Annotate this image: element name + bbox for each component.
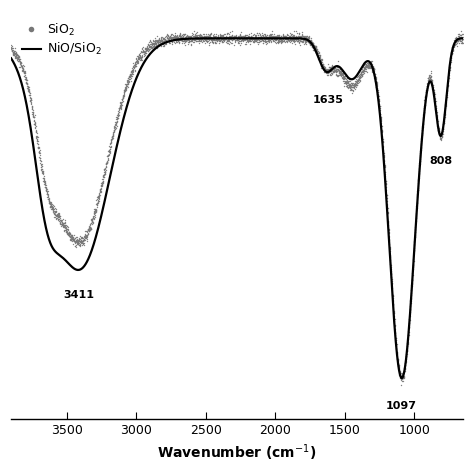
NiO/SiO$_2$ — [460, 36, 466, 41]
SiO$_2$ — [337, 70, 342, 76]
Text: 1635: 1635 — [313, 95, 344, 105]
SiO$_2$ — [8, 45, 14, 50]
SiO$_2$ — [198, 36, 204, 41]
SiO$_2$ — [202, 34, 208, 39]
SiO$_2$ — [223, 36, 229, 42]
NiO/SiO$_2$ — [223, 36, 228, 41]
Text: 1097: 1097 — [385, 401, 416, 411]
Line: NiO/SiO$_2$: NiO/SiO$_2$ — [11, 38, 463, 378]
NiO/SiO$_2$ — [201, 36, 207, 41]
NiO/SiO$_2$ — [198, 36, 204, 41]
NiO/SiO$_2$ — [274, 36, 280, 41]
Legend: SiO$_2$, NiO/SiO$_2$: SiO$_2$, NiO/SiO$_2$ — [22, 21, 102, 57]
SiO$_2$ — [191, 28, 196, 34]
Text: 3411: 3411 — [64, 290, 95, 300]
NiO/SiO$_2$ — [337, 64, 342, 70]
NiO/SiO$_2$ — [399, 375, 405, 381]
Text: 808: 808 — [429, 156, 453, 166]
NiO/SiO$_2$ — [8, 55, 14, 61]
NiO/SiO$_2$ — [447, 67, 452, 73]
SiO$_2$ — [447, 71, 452, 76]
NiO/SiO$_2$ — [424, 90, 429, 96]
SiO$_2$ — [399, 382, 404, 388]
SiO$_2$ — [424, 85, 429, 91]
X-axis label: Wavenumber (cm$^{-1}$): Wavenumber (cm$^{-1}$) — [157, 442, 317, 463]
SiO$_2$ — [460, 35, 466, 40]
Line: SiO$_2$: SiO$_2$ — [10, 30, 464, 385]
